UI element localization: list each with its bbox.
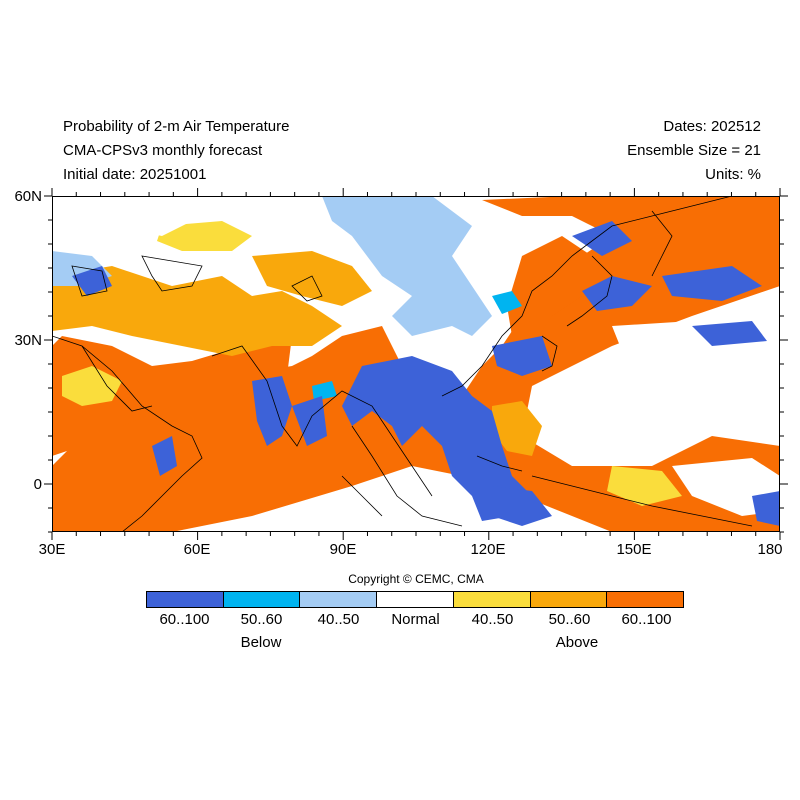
model-subtitle: CMA-CPSv3 monthly forecast — [63, 142, 263, 159]
copyright-notice: Copyright © CEMC, CMA — [348, 572, 484, 586]
ensemble-size: Ensemble Size = 21 — [627, 142, 761, 159]
x-tick-label: 120E — [470, 541, 506, 558]
above-60-region — [52, 196, 780, 532]
below-50-region — [492, 291, 522, 314]
probability-map — [52, 196, 780, 532]
normal-region — [692, 401, 780, 436]
above-group-label: Above — [555, 634, 599, 651]
below-60-region — [342, 356, 532, 521]
above-50-region — [492, 401, 542, 456]
below-40-region — [322, 196, 492, 336]
legend-label: 40..50 — [471, 611, 514, 628]
above-50-region — [252, 251, 372, 306]
x-tick-label: 180 — [757, 541, 783, 558]
forecast-dates: Dates: 202512 — [663, 118, 761, 135]
below-60-region — [492, 336, 552, 376]
normal-region — [672, 458, 780, 516]
below-60-region — [752, 491, 780, 526]
below-60-region — [492, 486, 552, 526]
below-60-region — [72, 266, 112, 296]
below-60-region — [662, 266, 762, 301]
below-60-region — [692, 321, 767, 346]
below-60-region — [252, 376, 292, 446]
normal-region — [52, 196, 202, 236]
normal-region — [592, 366, 672, 406]
y-tick-label: 30N — [14, 332, 42, 349]
legend-label: 40..50 — [317, 611, 360, 628]
above-50-region — [52, 266, 342, 356]
above-60-region — [507, 236, 592, 346]
map-canvas — [52, 196, 780, 532]
legend-swatch — [377, 592, 454, 607]
below-60-region — [572, 221, 632, 256]
y-tick-label: 60N — [14, 188, 42, 205]
below-60-region — [152, 436, 177, 476]
map-title: Probability of 2-m Air Temperature — [63, 118, 290, 135]
legend-label: 60..100 — [159, 611, 210, 628]
legend-label: 50..60 — [548, 611, 591, 628]
initial-date: Initial date: 20251001 — [63, 166, 207, 183]
legend-label: 50..60 — [240, 611, 283, 628]
above-40-region — [607, 466, 682, 506]
above-60-region — [52, 326, 292, 456]
legend-label: Normal — [391, 611, 440, 628]
x-tick-label: 90E — [329, 541, 357, 558]
x-tick-label: 150E — [616, 541, 652, 558]
x-tick-label: 60E — [183, 541, 211, 558]
legend-label: 60..100 — [621, 611, 672, 628]
below-group-label: Below — [240, 634, 282, 651]
units-label: Units: % — [705, 166, 761, 183]
legend-swatch — [530, 592, 608, 607]
above-40-region — [157, 221, 252, 251]
legend-swatch — [223, 592, 301, 607]
color-legend — [146, 591, 684, 608]
legend-swatch — [607, 592, 684, 607]
below-50-region — [312, 381, 337, 401]
legend-swatch — [147, 592, 224, 607]
y-tick-label: 0 — [33, 476, 42, 493]
above-40-region — [62, 366, 122, 406]
normal-region — [612, 321, 712, 356]
legend-swatch — [300, 592, 378, 607]
legend-swatch — [453, 592, 531, 607]
x-tick-label: 30E — [38, 541, 66, 558]
coastlines — [52, 196, 753, 532]
